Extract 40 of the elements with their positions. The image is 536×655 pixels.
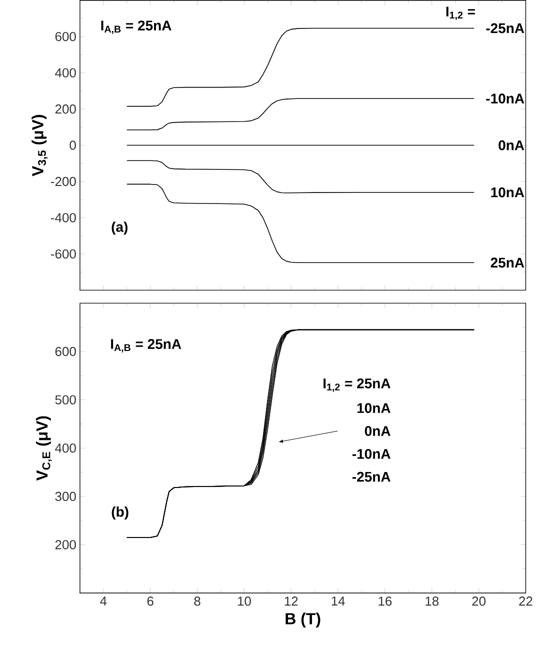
x-tick-label: 6	[147, 596, 154, 606]
y-axis-title: V$_{3,5}$ (μV)	[32, 114, 48, 176]
annotation: 10nA	[357, 403, 390, 414]
y-tick-label: 400	[54, 444, 76, 453]
annotation: (a)	[112, 222, 128, 235]
x-tick-label: 22	[519, 596, 532, 606]
x-tick-label: 20	[472, 596, 486, 606]
y-tick-label: -600	[50, 249, 76, 259]
series-label: 25nA	[490, 258, 524, 268]
x-axis-title: B (T)	[286, 612, 320, 628]
annotation: -10nA	[352, 448, 390, 459]
y-tick-label: -200	[50, 176, 76, 186]
annotation: -25nA	[352, 472, 390, 482]
x-tick-label: 12	[284, 596, 298, 606]
y-tick-label: 200	[55, 540, 76, 550]
y-tick-label: 200	[55, 104, 76, 114]
annotation: (b)	[112, 506, 128, 520]
annotation: I$_{1,2}$ = 25nA	[323, 378, 390, 392]
y-axis-title: V$_{C,E}$ (μV)	[36, 416, 52, 481]
y-tick-label: 300	[55, 492, 76, 502]
series-label: -10nA	[486, 94, 524, 104]
y-tick-label: 500	[55, 395, 76, 404]
x-tick-label: 18	[426, 596, 438, 606]
x-tick-label: 14	[332, 596, 345, 606]
x-tick-label: 16	[378, 596, 392, 606]
y-tick-label: 0	[70, 140, 76, 150]
annotation: I$_{A,B}$ = 25nA	[110, 339, 182, 353]
series-label: -25nA	[486, 23, 524, 34]
annotation: I$_{A,B}$ = 25nA	[101, 20, 172, 34]
x-tick-label: 10	[238, 596, 251, 606]
x-tick-label: 8	[194, 596, 200, 606]
series-label: 0nA	[498, 140, 524, 150]
y-tick-label: -400	[50, 213, 76, 222]
series-label: 10nA	[491, 187, 524, 198]
y-tick-label: 600	[55, 346, 76, 356]
y-tick-label: 400	[54, 68, 76, 78]
annotation: 0nA	[364, 426, 390, 436]
annotation: I$_{1,2}$ =	[446, 6, 475, 20]
y-tick-label: 600	[55, 32, 76, 42]
x-tick-label: 4	[100, 596, 107, 606]
